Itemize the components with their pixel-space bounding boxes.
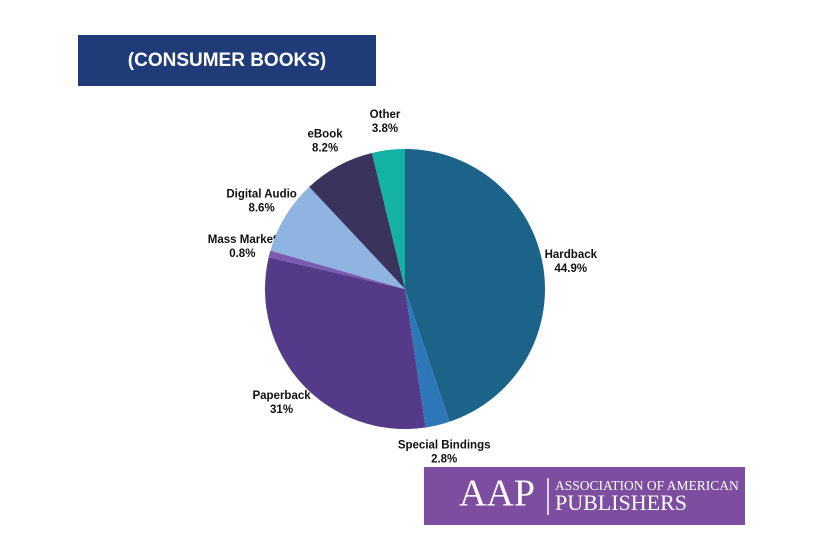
title-banner [78, 35, 376, 86]
pie-slice [270, 186, 405, 289]
pie-slice [265, 257, 426, 430]
pie-slice [268, 250, 405, 289]
slice-label: eBook [307, 128, 343, 140]
pie-slice [309, 152, 405, 289]
slice-value-label: 44.9% [555, 263, 588, 275]
pie-slice [405, 289, 450, 428]
logo-line1: ASSOCIATION OF AMERICAN [555, 478, 739, 493]
slice-label: Paperback [252, 390, 311, 402]
slice-value-label: 2.8% [431, 453, 457, 465]
slice-label: Special Bindings [398, 439, 491, 451]
logo-mark: AAP [459, 473, 535, 515]
slice-value-label: 0.8% [229, 248, 255, 260]
slice-label: Other [370, 109, 401, 121]
pie: Hardback 44.9% Special Bindings 2.8% Paperba… [208, 109, 598, 465]
slice-value-label: 3.8% [372, 123, 398, 135]
chart-title: (CONSUMER BOOKS) [128, 50, 326, 71]
slice-label: Digital Audio [226, 189, 296, 201]
slice-value-label: 8.6% [248, 203, 274, 215]
slice-value-label: 31% [270, 404, 293, 416]
slice-label: Mass Market [208, 234, 277, 246]
pie-slice [405, 149, 545, 422]
logo-line2: PUBLISHERS [555, 490, 687, 515]
slice-value-label: 8.2% [312, 142, 338, 154]
logo-box [424, 467, 745, 525]
pie-slice [371, 149, 405, 289]
slice-label: Hardback [545, 249, 598, 261]
